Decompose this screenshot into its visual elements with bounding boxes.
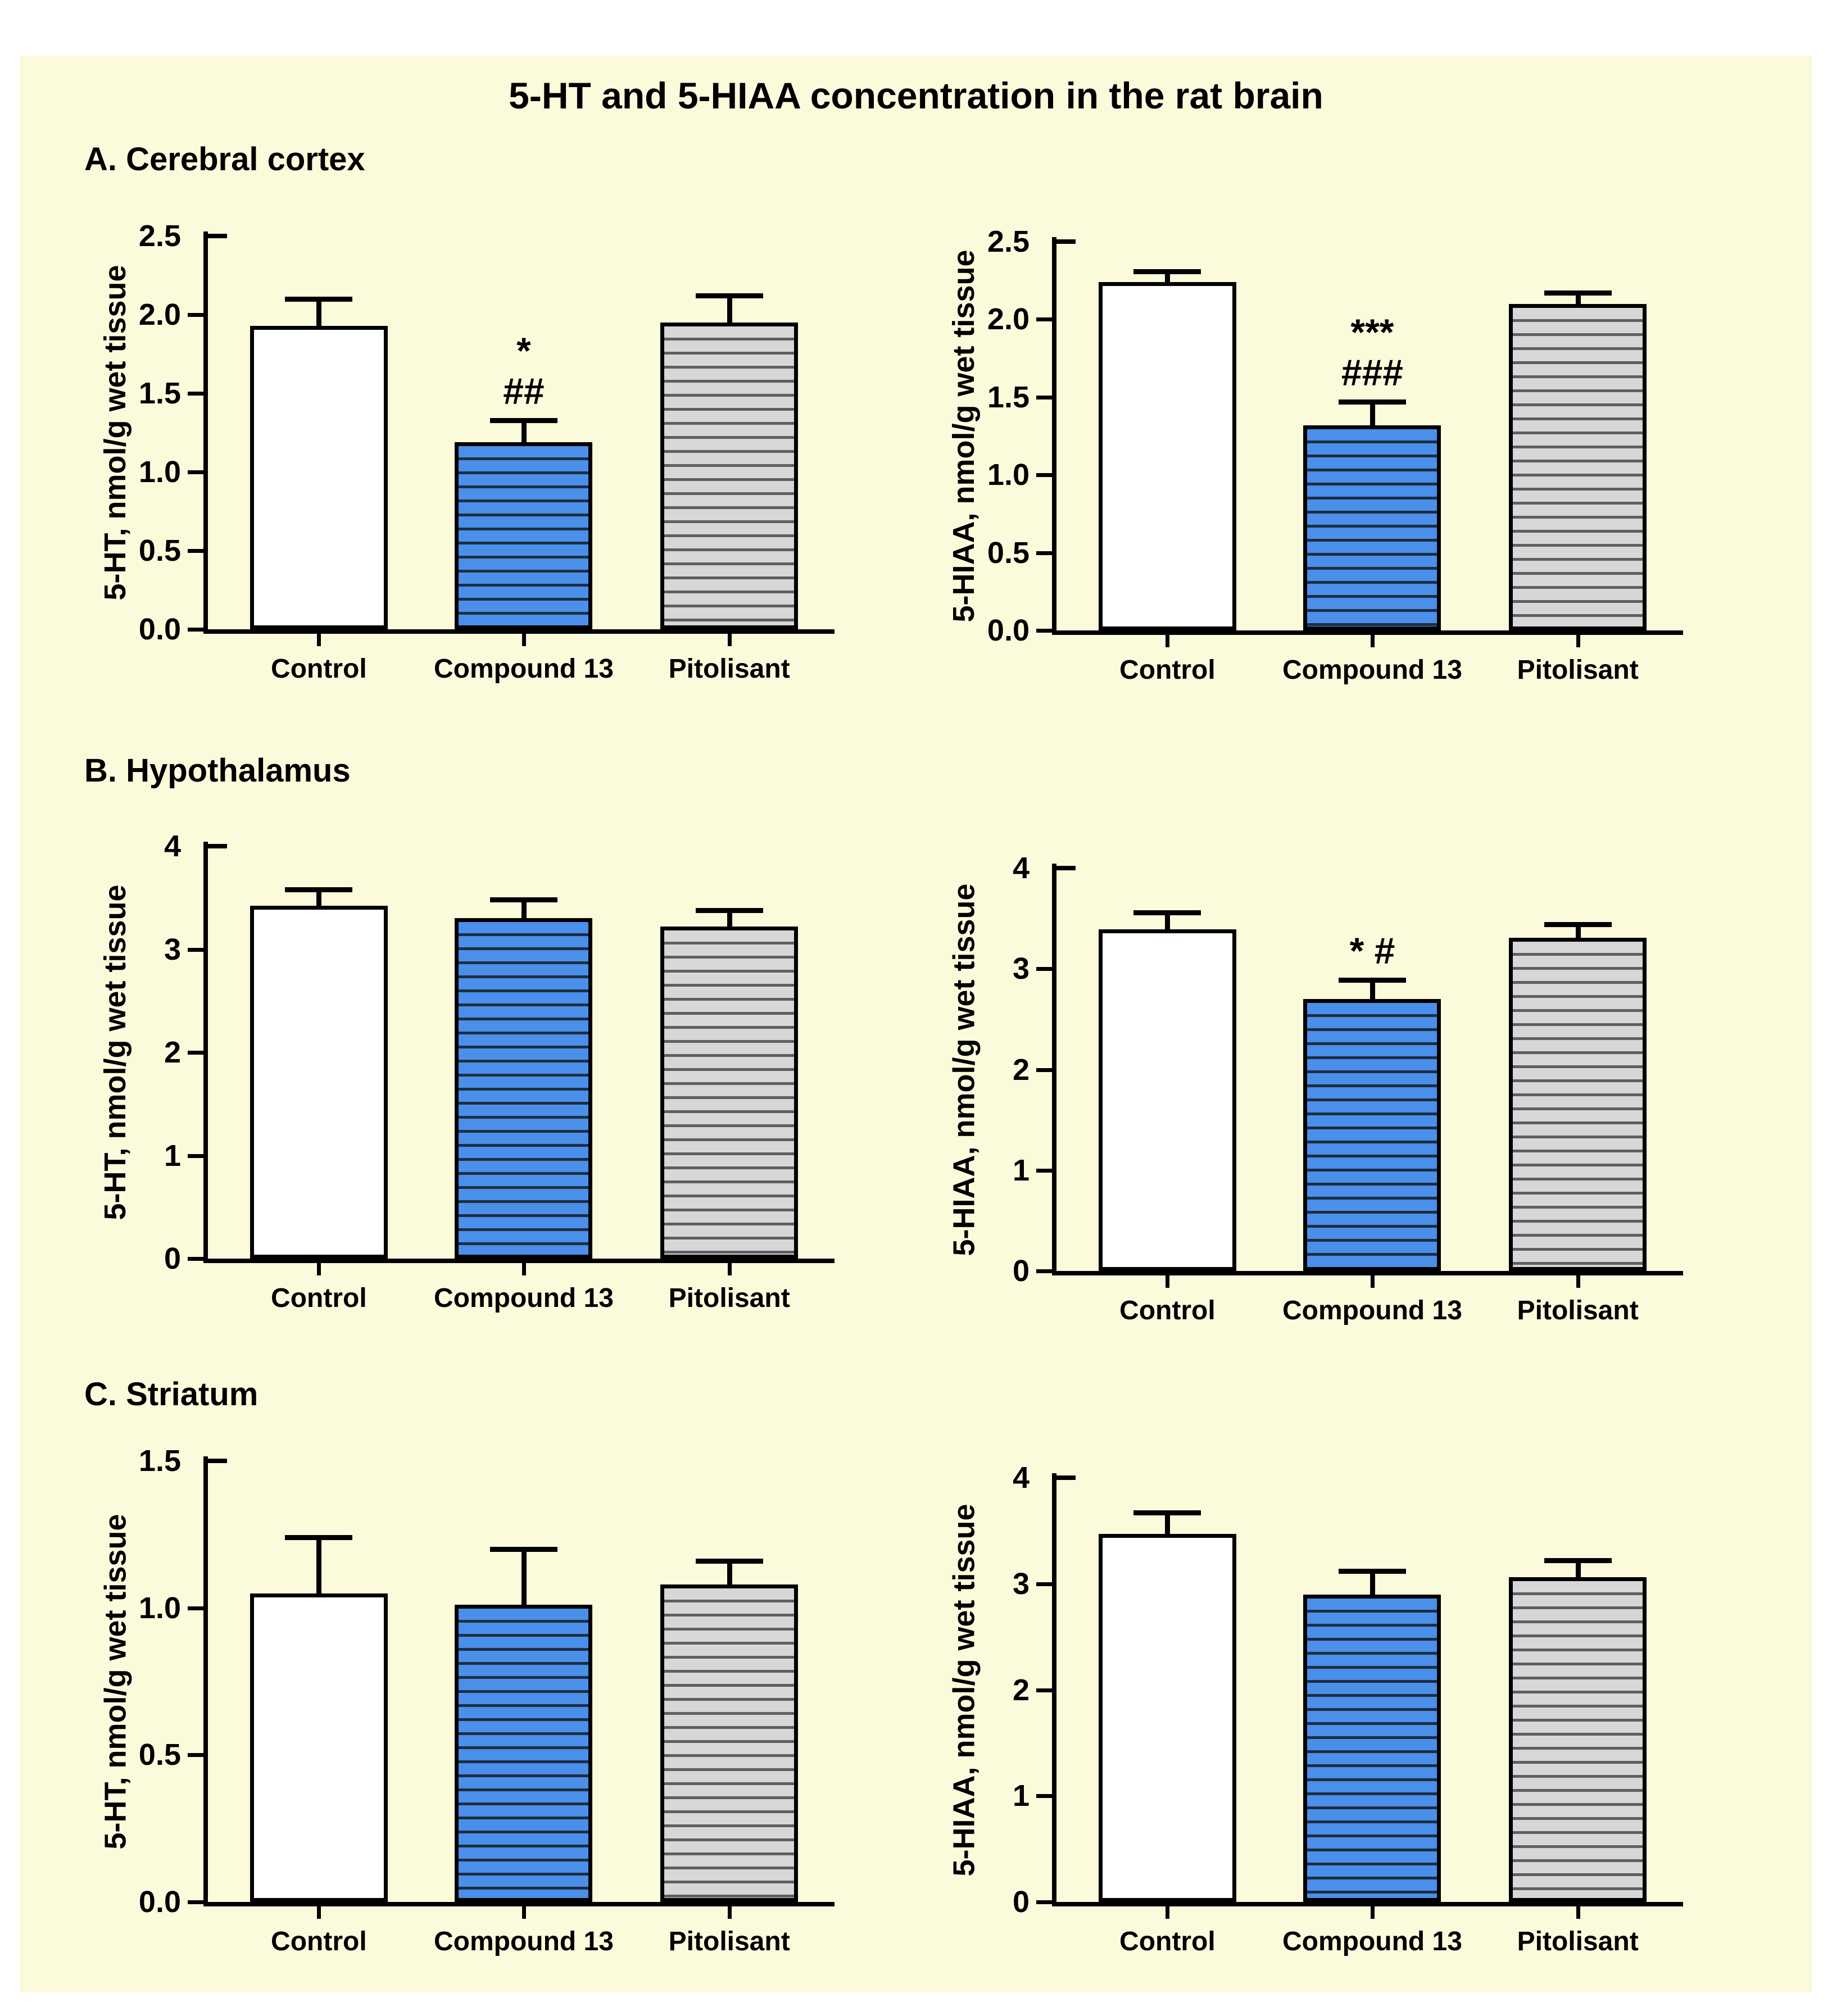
section-label-hypothalamus: B. Hypothalamus [84, 752, 351, 789]
section-label-cerebral-cortex: A. Cerebral cortex [84, 141, 365, 178]
figure-title: 5-HT and 5-HIAA concentration in the rat… [509, 75, 1323, 116]
figure-panel [20, 56, 1812, 1992]
section-label-striatum: C. Striatum [84, 1376, 259, 1413]
